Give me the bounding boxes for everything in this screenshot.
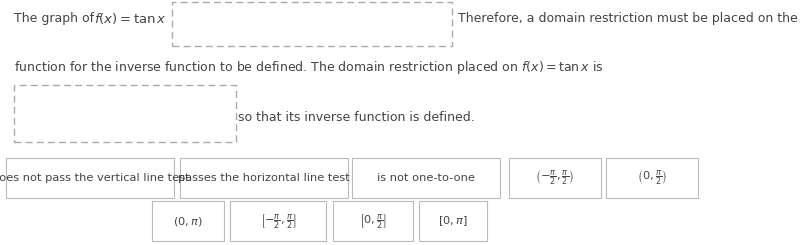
Text: $[0, \pi]$: $[0, \pi]$: [438, 215, 468, 228]
FancyBboxPatch shape: [180, 158, 348, 198]
FancyBboxPatch shape: [606, 158, 698, 198]
FancyBboxPatch shape: [352, 158, 500, 198]
Text: $\left(-\frac{\pi}{2},\frac{\pi}{2}\right)$: $\left(-\frac{\pi}{2},\frac{\pi}{2}\righ…: [535, 169, 574, 187]
FancyBboxPatch shape: [333, 201, 413, 241]
Text: does not pass the vertical line test: does not pass the vertical line test: [0, 173, 189, 183]
FancyBboxPatch shape: [172, 1, 452, 46]
Text: $\left[-\frac{\pi}{2},\frac{\pi}{2}\right]$: $\left[-\frac{\pi}{2},\frac{\pi}{2}\righ…: [260, 212, 297, 231]
Text: function for the inverse function to be defined. The domain restriction placed o: function for the inverse function to be …: [14, 60, 604, 76]
Text: $\mathit{f}(x) = \tan x$: $\mathit{f}(x) = \tan x$: [94, 11, 167, 26]
Text: The graph of: The graph of: [14, 12, 102, 25]
FancyBboxPatch shape: [6, 158, 174, 198]
Text: $(0, \pi)$: $(0, \pi)$: [173, 215, 203, 228]
Text: so that its inverse function is defined.: so that its inverse function is defined.: [238, 111, 475, 124]
FancyBboxPatch shape: [419, 201, 487, 241]
Text: $\left(0,\frac{\pi}{2}\right)$: $\left(0,\frac{\pi}{2}\right)$: [638, 169, 667, 187]
FancyBboxPatch shape: [230, 201, 326, 241]
Text: Therefore, a domain restriction must be placed on the: Therefore, a domain restriction must be …: [458, 12, 798, 25]
Text: is not one-to-one: is not one-to-one: [377, 173, 475, 183]
FancyBboxPatch shape: [14, 85, 236, 142]
Text: $\left[0,\frac{\pi}{2}\right]$: $\left[0,\frac{\pi}{2}\right]$: [359, 212, 386, 231]
Text: passes the horizontal line test: passes the horizontal line test: [178, 173, 350, 183]
FancyBboxPatch shape: [509, 158, 601, 198]
FancyBboxPatch shape: [152, 201, 224, 241]
